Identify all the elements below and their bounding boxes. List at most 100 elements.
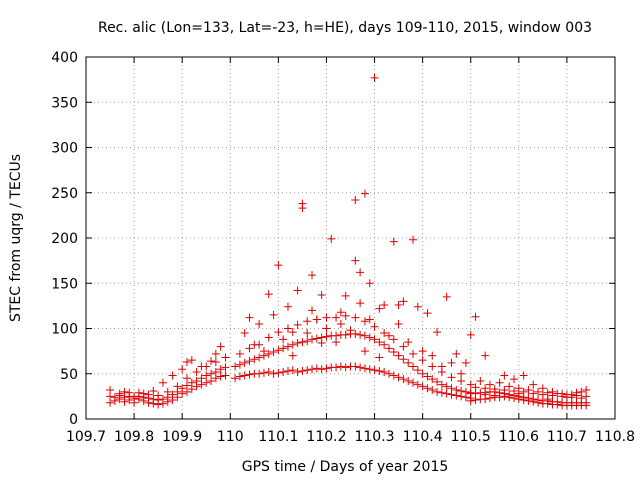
data-point [346,326,355,335]
data-point [457,376,466,385]
data-point [370,335,379,344]
data-point [283,342,292,351]
data-point [389,348,398,357]
data-point [423,384,432,393]
data-point [288,328,297,337]
data-point [197,362,206,371]
x-tick-label: 110.7 [547,429,587,445]
data-point [173,382,182,391]
data-point [380,340,389,349]
data-point [187,378,196,387]
data-point [259,347,268,356]
data-point [308,306,317,315]
data-point [442,389,451,398]
x-tick-label: 110.5 [451,429,491,445]
data-point [351,362,360,371]
data-point [197,374,206,383]
data-point [250,355,259,364]
data-point [264,333,273,342]
data-point [125,388,134,397]
data-point [524,394,533,403]
data-point [384,331,393,340]
data-point [519,371,528,380]
data-point [452,386,461,395]
data-point [365,315,374,324]
data-point [293,367,302,376]
data-point [322,324,331,333]
data-point [380,367,389,376]
data-point [437,388,446,397]
data-point [207,369,216,378]
data-point [356,363,365,372]
y-tick-label: 0 [69,412,78,428]
data-point [182,374,191,383]
data-point [130,392,139,401]
data-point [500,371,509,380]
y-axis-ticks: 0 50 100 150 200 250 300 350 400 [51,50,615,428]
data-point [490,391,499,400]
data-point [283,324,292,333]
data-point [106,386,115,395]
data-point [418,369,427,378]
data-point [216,372,225,381]
data-point [394,319,403,328]
data-point [322,332,331,341]
data-point [457,369,466,378]
y-tick-label: 150 [51,276,78,292]
data-point [356,330,365,339]
data-point [182,381,191,390]
data-point [274,328,283,337]
x-tick-label: 110.8 [595,429,635,445]
data-point [274,368,283,377]
data-point [423,309,432,318]
data-point [351,195,360,204]
data-point [322,364,331,373]
x-tick-label: 110.6 [499,429,539,445]
data-point [394,373,403,382]
data-point [231,362,240,371]
data-point [457,386,466,395]
data-point [394,300,403,309]
data-point [269,369,278,378]
data-point [279,367,288,376]
data-point [336,319,345,328]
data-point [409,378,418,387]
data-point [293,338,302,347]
data-point [178,384,187,393]
y-tick-label: 200 [51,231,78,247]
data-point [360,189,369,198]
x-tick-label: 110.3 [354,429,394,445]
data-point [413,302,422,311]
data-point [245,313,254,322]
data-point [510,386,519,395]
data-point [514,389,523,398]
data-point [413,380,422,389]
data-point [202,378,211,387]
data-point [360,364,369,373]
data-point [356,268,365,277]
data-point [298,204,307,213]
data-point [250,340,259,349]
data-point [433,377,442,386]
data-point [221,353,230,362]
data-point [264,290,273,299]
data-point [577,387,586,396]
data-point [259,368,268,377]
data-point [437,380,446,389]
x-tick-label: 110.1 [258,429,298,445]
data-point [582,386,591,395]
data-point [389,335,398,344]
data-point [433,387,442,396]
data-point [370,73,379,82]
data-point [312,334,321,343]
data-point [245,357,254,366]
data-point [500,386,509,395]
data-point [409,349,418,358]
data-point [158,395,167,404]
data-point [312,315,321,324]
data-point [461,358,470,367]
data-point [341,311,350,320]
data-point [375,367,384,376]
data-point [298,338,307,347]
data-point [211,357,220,366]
